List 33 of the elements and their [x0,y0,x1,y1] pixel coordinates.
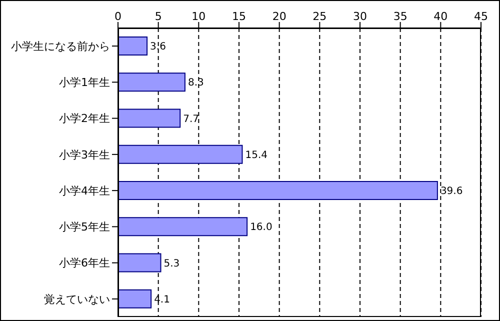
data-label: 39.6 [440,186,463,198]
bar [118,36,148,56]
x-tick-label: 45 [474,10,488,23]
y-tick-label: 覚えていない [44,292,110,306]
bar [118,217,248,236]
x-tick-label: 15 [232,10,246,23]
data-label: 8.3 [188,78,204,89]
x-tick-label: 5 [154,10,162,23]
y-tick-label: 小学1年生 [59,76,110,90]
x-tick-label: 0 [114,10,122,23]
x-tick-label: 30 [353,10,367,23]
y-tick-label: 小学4年生 [59,184,110,198]
data-label: 5.3 [164,258,180,270]
y-tick-label: 小学2年生 [59,112,110,126]
bar [118,289,152,308]
y-tick-label: 小学3年生 [59,148,110,162]
bar [118,144,243,164]
bar [118,181,438,200]
y-tick-label: 小学生になる前から [11,40,110,53]
x-tick-label: 25 [312,10,327,23]
y-tick-label: 小学6年生 [59,256,110,270]
data-label: 15.4 [245,150,268,161]
data-label: 3.6 [150,42,166,53]
y-tick-label: 小学5年生 [59,220,110,234]
x-tick-label: 35 [393,10,408,23]
bar [118,108,181,128]
x-tick-label: 10 [192,10,206,23]
x-tick-label: 40 [434,10,448,23]
x-tick-label: 20 [272,10,286,23]
bar [118,72,186,92]
bar [118,253,162,272]
data-label: 16.0 [250,222,272,234]
data-label: 7.7 [183,114,200,125]
